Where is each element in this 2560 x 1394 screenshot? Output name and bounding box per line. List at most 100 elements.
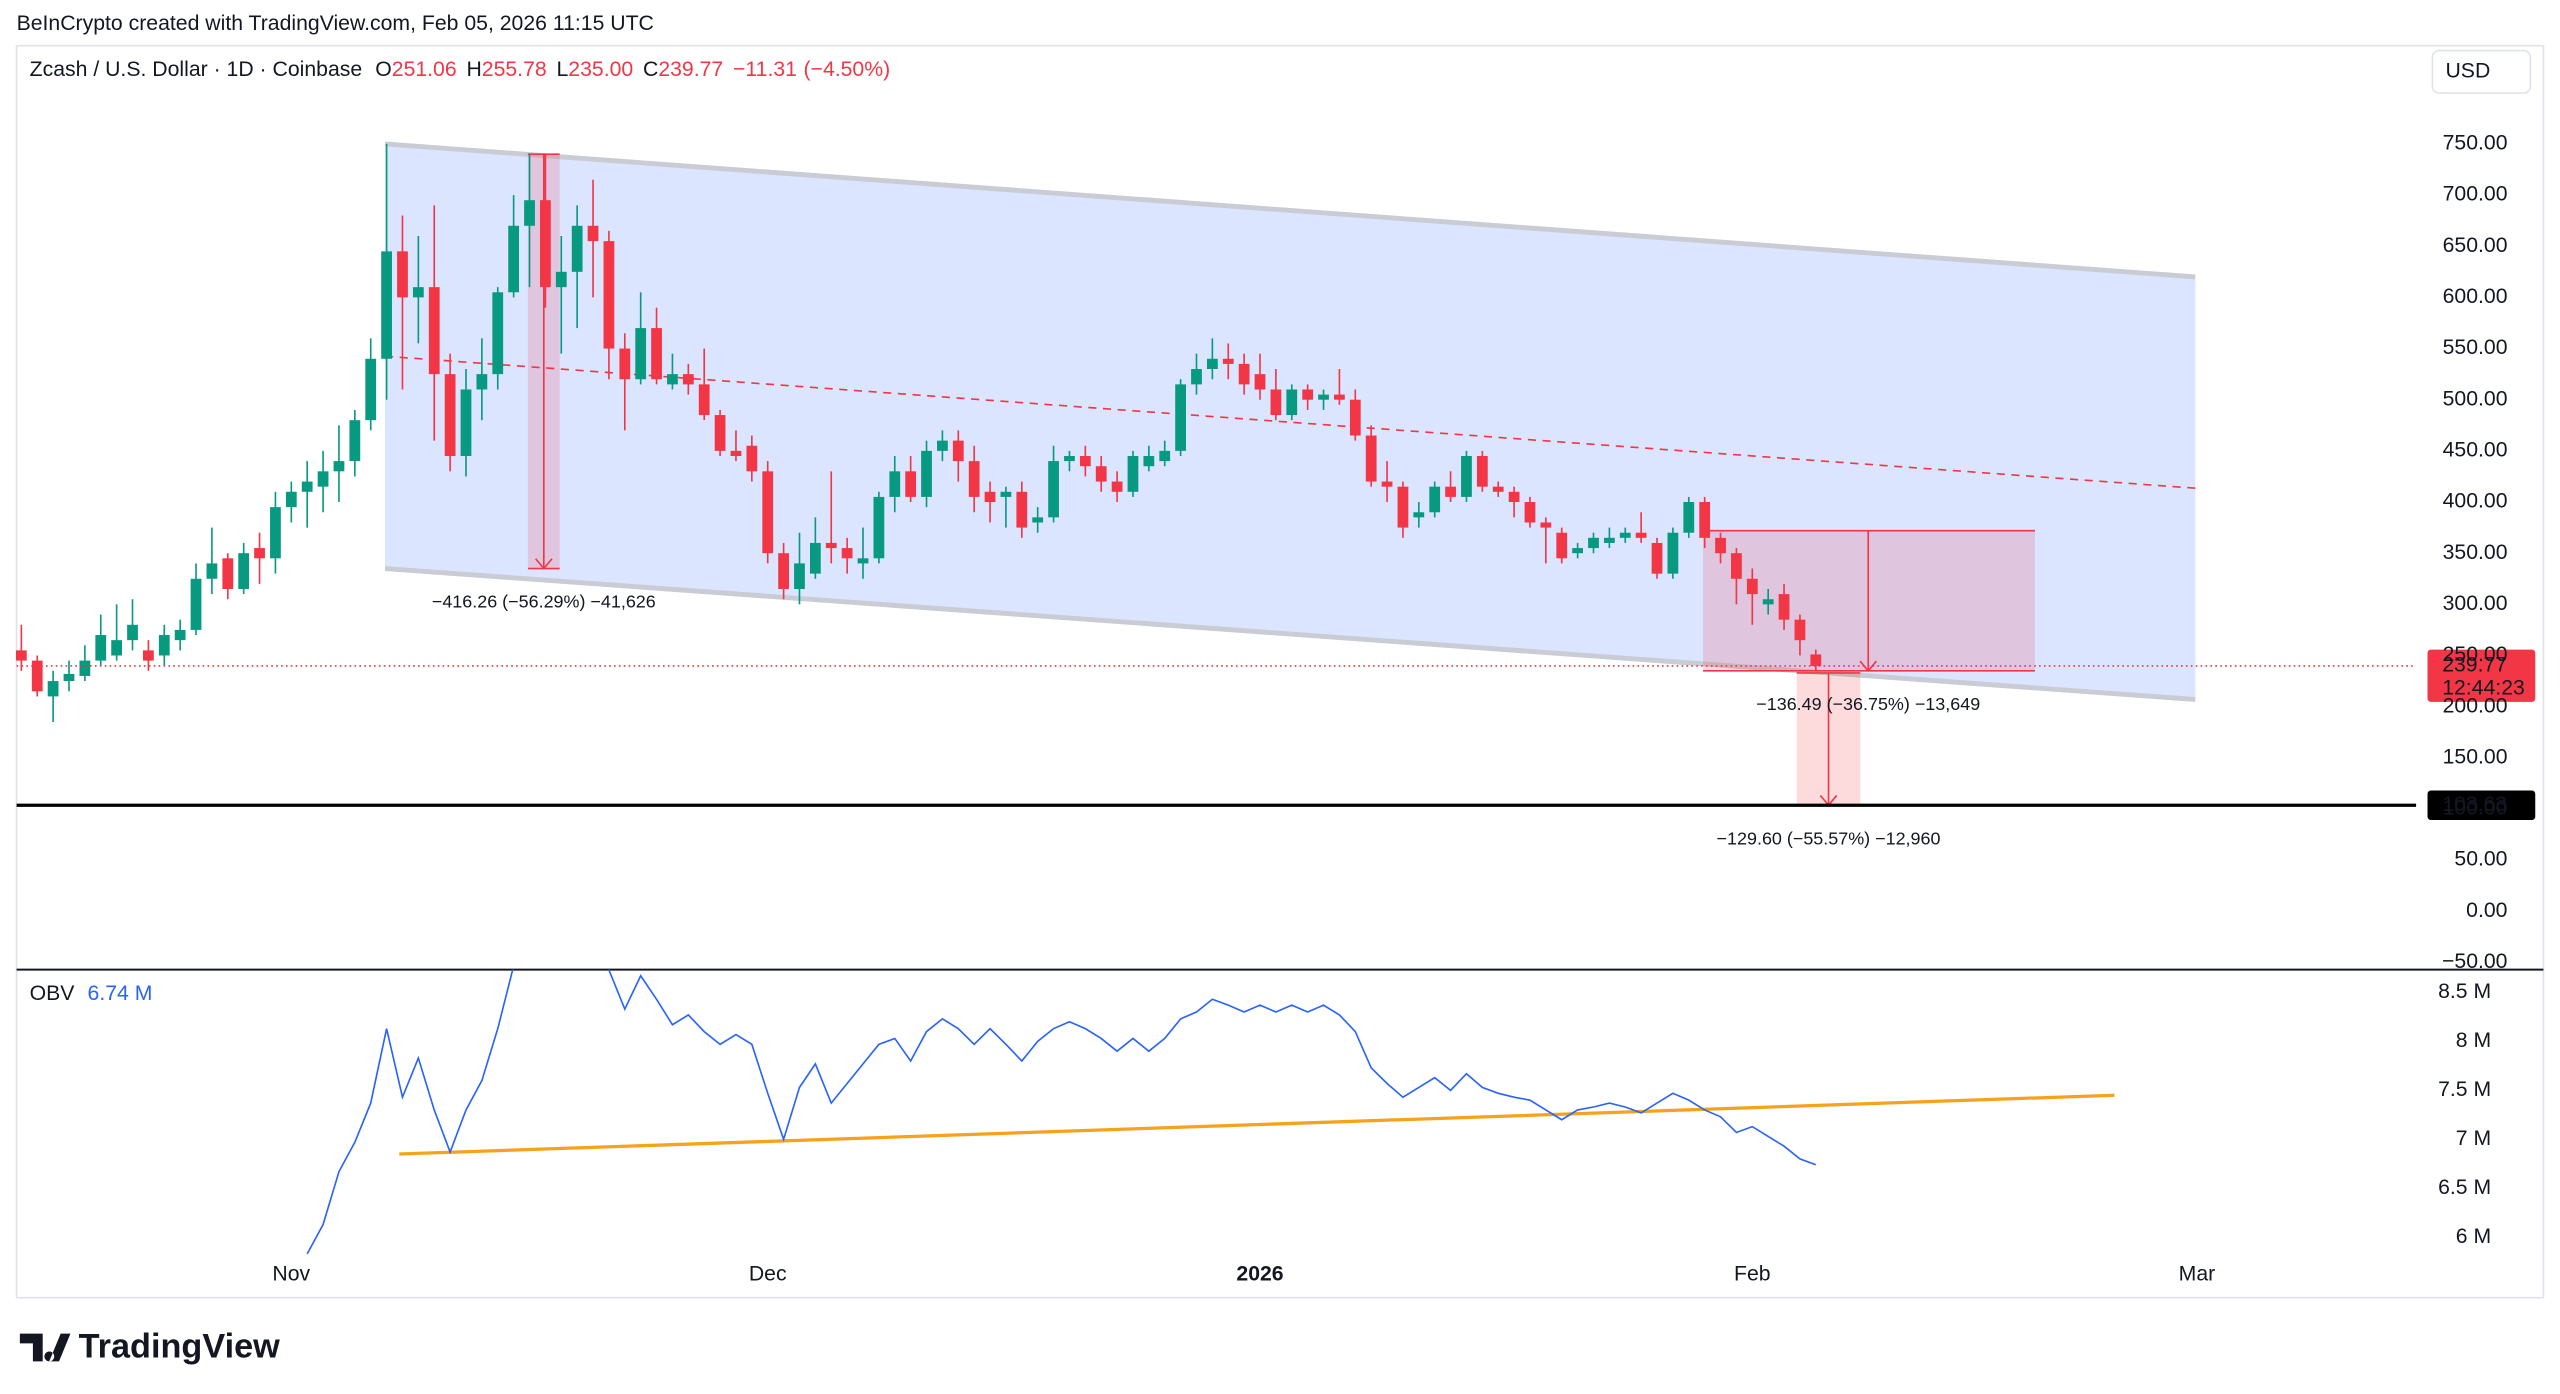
candle-body [1445,486,1456,497]
candle-body [1397,486,1409,528]
candle-body [778,553,789,589]
legend-value: 251.06 [392,58,457,81]
x-tick-label: Nov [272,1262,310,1285]
candle-body [476,374,488,390]
candle-body [794,563,805,589]
candle-body [714,415,726,451]
candle-body [238,553,250,589]
measure-arrowhead [1859,660,1878,673]
candle-body [381,251,392,359]
candle-body [571,225,583,272]
candle-body [1413,512,1425,518]
candle-body [540,200,551,288]
candle-body [635,328,647,380]
obv-trendline [399,1093,2115,1156]
currency-button[interactable]: USD [2431,49,2532,94]
candle-body [1746,578,1758,595]
candle-body [555,271,567,288]
candle-body [1159,450,1171,462]
candle-body [619,348,631,380]
candle-body [809,542,821,574]
candle-body [1603,537,1615,543]
candle-body [905,471,917,497]
candle-body [1000,491,1012,497]
obv-legend: OBV 6.74 M [30,982,153,1005]
candle-body [1095,466,1107,482]
candle-body [603,241,615,349]
candle-body [301,481,313,492]
logo-icon [19,1333,71,1362]
candle-body [1111,481,1123,492]
candle-body [1794,619,1806,641]
candle-body [79,660,91,676]
candle-body [1619,532,1631,538]
obv-tick-label: 8 M [2456,1029,2491,1052]
credit: BeInCrypto created with TradingView.com,… [17,12,654,35]
currency[interactable]: USD [2445,59,2490,82]
candle-body [254,548,265,559]
candle-body [1635,532,1647,538]
candle-body [174,629,186,641]
candle-body [841,548,853,559]
candle-body [111,640,123,656]
chart-frame [15,44,2545,1299]
candle-body [873,496,885,559]
legend-change-pct: (−4.50%) [803,58,890,81]
candle-body [1016,491,1028,528]
y-tick-label: 150.00 [2443,745,2508,768]
candle-body [1508,491,1520,503]
y-tick-label: 450.00 [2443,438,2508,461]
y-tick-label: 300.00 [2443,592,2508,615]
candle-body [1079,455,1091,467]
y-tick-label: 50.00 [2454,848,2507,871]
candle-body [746,445,758,472]
candle-body [95,635,107,661]
price-marker-countdown: 12:44:23 [2442,676,2525,699]
channel-fill [385,143,2196,700]
candle-body [444,374,456,456]
candle-body [1492,486,1504,492]
candle-body [1334,394,1345,400]
candle-body [667,374,678,385]
legend-key: C [643,58,658,81]
candle-body [206,563,218,579]
measure-label: −136.49 (−36.75%) −13,649 [1756,694,1980,714]
candle-body [1032,517,1044,523]
candle-body [397,251,408,298]
candle-body [1175,384,1186,451]
y-tick-label: 650.00 [2443,234,2508,257]
y-tick-label: 400.00 [2443,490,2508,513]
obv-tick-label: 6 M [2456,1225,2491,1248]
candle-body [1302,389,1314,400]
candle-body [1683,502,1695,533]
legend-key: H [466,58,481,81]
candle-body [1222,358,1234,364]
candle-body [1572,548,1584,554]
candle-body [508,225,520,293]
channel-upper [384,141,2196,280]
y-tick-label: −50.00 [2442,950,2507,973]
candle-body [698,384,710,416]
x-tick-label: Feb [1734,1262,1771,1285]
candle-body [1429,486,1441,513]
candle-body [1556,532,1568,559]
obv-pane [306,969,2115,1255]
candle-body [1762,599,1774,605]
candle-body [1254,374,1266,390]
measure-label: −129.60 (−55.57%) −12,960 [1717,828,1941,848]
logo-text: TradingView [79,1327,281,1365]
candle-body [682,374,694,385]
obv-tick-label: 8.5 M [2438,980,2491,1003]
legend-value: 239.77 [658,58,723,81]
price-marker-value: 239.77 [2442,654,2507,677]
candle-body [285,491,297,508]
legend-value: 255.78 [482,58,547,81]
candle-body [47,681,59,697]
obv-tick-label: 7.5 M [2438,1078,2491,1101]
x-tick-label: Mar [2179,1262,2216,1285]
currency-box[interactable] [2431,49,2532,94]
candle-body [1810,654,1822,666]
candle-body [730,450,742,456]
